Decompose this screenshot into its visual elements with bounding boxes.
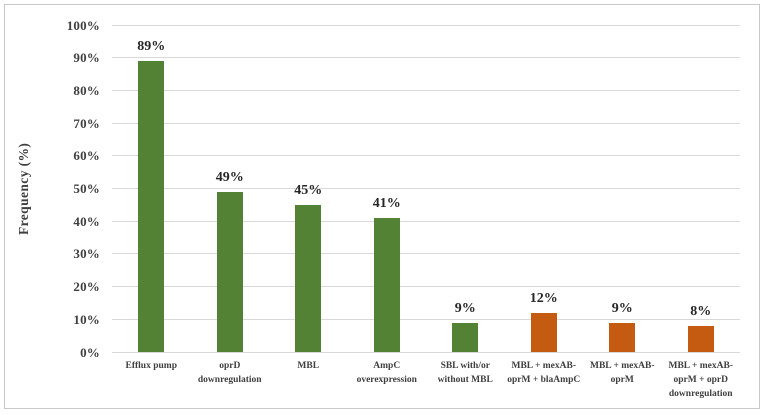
x-axis-category-label: SBL with/or without MBL (437, 361, 493, 385)
gridline (112, 286, 740, 288)
y-axis-tick-label: 60% (73, 148, 100, 164)
y-axis-title: Frequency (%) (16, 142, 31, 235)
gridline (112, 188, 740, 189)
bar (138, 60, 165, 352)
bar-value-label: 41% (372, 195, 401, 211)
y-axis-tick-label: 90% (73, 50, 100, 66)
y-axis-tick-label: 100% (66, 17, 100, 33)
gridline (112, 57, 740, 59)
gridline (112, 220, 740, 222)
bar (295, 204, 322, 352)
bar (373, 217, 400, 352)
gridline (112, 318, 740, 320)
x-axis-category-label: MBL + mexAB-oprM (589, 361, 655, 385)
plot-area: 0% 10% 20% 30% 40% 50% 60% 70% 80% 90% 100% 89% Effl… (67, 19, 740, 399)
y-axis-tick-label: 50% (73, 181, 100, 196)
x-axis-category-label: AmpC overexpression (356, 361, 417, 385)
x-axis-category-label: oprD downregulation (197, 361, 262, 385)
bar-value-label: 45% (294, 182, 323, 198)
bar-value-label: 9% (454, 300, 476, 316)
gridline (112, 24, 740, 26)
bar (687, 325, 714, 352)
bar (530, 312, 557, 352)
bar-value-label: 8% (690, 303, 712, 319)
x-axis-category-label: Efflux pump (125, 361, 177, 371)
y-axis-tick-label: 70% (73, 115, 100, 131)
gridline (112, 122, 740, 124)
bar (452, 322, 479, 352)
y-axis-tick-label: 0% (80, 344, 100, 360)
y-axis-tick-label: 80% (73, 82, 100, 98)
bar-value-label: 89% (137, 38, 166, 54)
bar (609, 322, 636, 352)
bar-value-label: 9% (611, 300, 633, 316)
bar (216, 191, 243, 352)
gridline (112, 253, 740, 255)
bar-value-label: 12% (529, 290, 558, 306)
x-axis-category-label: MBL + mexAB-oprM + oprD downregulation (668, 361, 734, 399)
bar-value-label: 49% (215, 169, 244, 185)
y-axis-tick-label: 30% (73, 246, 100, 262)
y-axis-tick-label: 20% (73, 279, 100, 295)
gridline (112, 351, 740, 353)
gridline (112, 155, 740, 157)
x-axis-category-label: MBL (297, 361, 320, 371)
y-axis-tick-label: 40% (73, 213, 100, 229)
gridline (112, 89, 740, 91)
x-axis-category-label: MBL + mexAB-oprM + blaAmpC (507, 361, 581, 385)
y-axis-tick-label: 10% (73, 311, 100, 327)
